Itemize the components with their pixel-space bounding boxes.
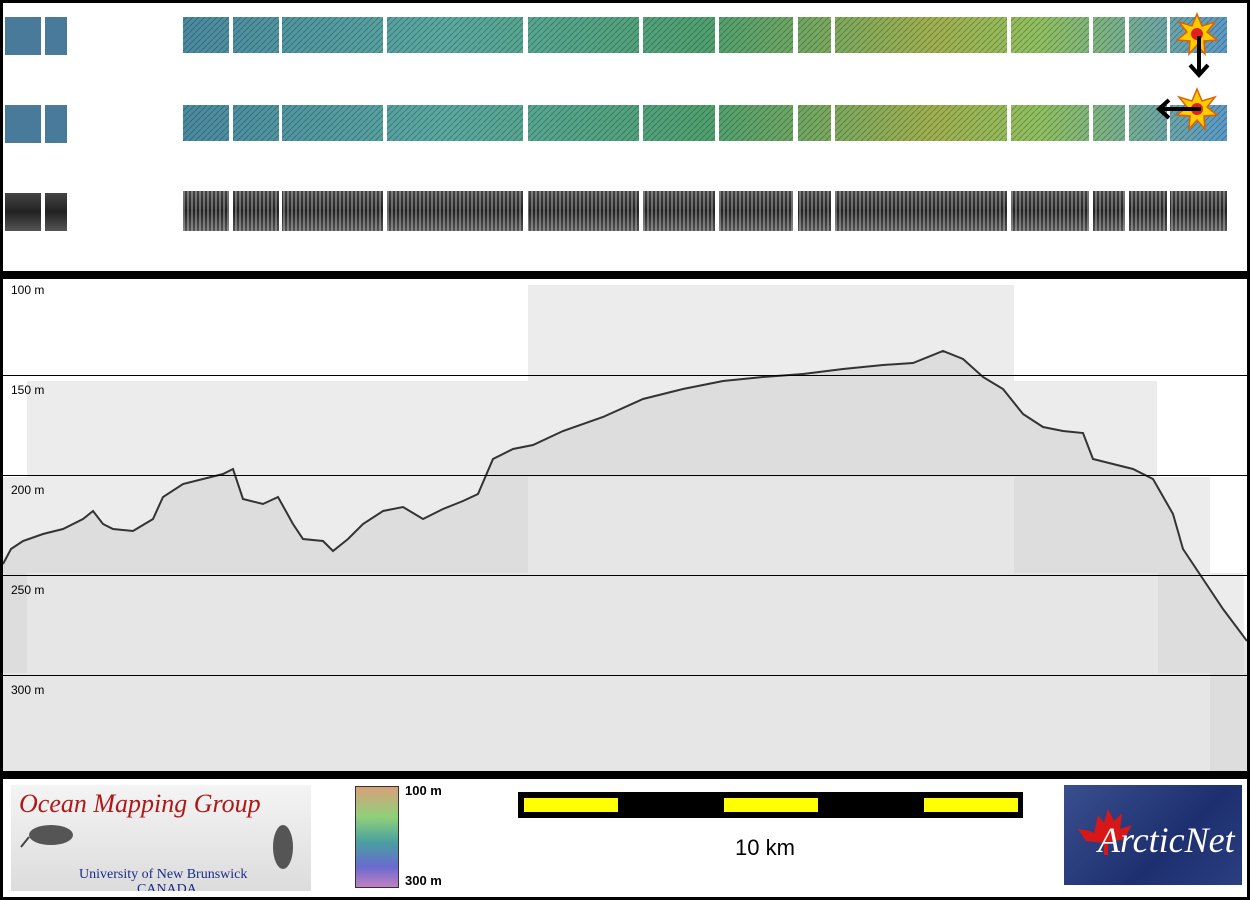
seafloor-illustration xyxy=(20,825,293,869)
colorbar-bottom-label: 300 m xyxy=(405,873,442,888)
ocean-mapping-country: CANADA xyxy=(137,882,197,891)
depth-label-150: 150 m xyxy=(11,383,45,397)
scale-segment xyxy=(924,798,1018,812)
scale-bar xyxy=(518,792,1023,818)
maple-leaf-icon xyxy=(1078,809,1132,855)
ocean-mapping-title: Ocean Mapping Group xyxy=(19,789,261,818)
profile-graphic xyxy=(3,285,1247,771)
colorbar-top-label: 100 m xyxy=(405,783,442,798)
mosaic-panel xyxy=(3,3,1247,271)
depth-gridline xyxy=(3,675,1247,676)
depth-colorbar xyxy=(355,786,399,888)
ocean-mapping-university: University of New Brunswick xyxy=(79,867,248,882)
ocean-mapping-group-logo: Ocean Mapping Group University of New Br… xyxy=(11,785,311,891)
depth-gridline xyxy=(3,475,1247,476)
mosaic-strips xyxy=(5,12,1227,237)
mosaic-row-3 xyxy=(5,191,1227,231)
depth-label-200: 200 m xyxy=(11,483,45,497)
depth-label-300: 300 m xyxy=(11,683,45,697)
depth-label-100: 100 m xyxy=(11,283,45,297)
arrow-left-icon xyxy=(1156,98,1201,120)
depth-gridline xyxy=(3,575,1247,576)
arrow-down-icon xyxy=(1188,36,1210,78)
scale-segment xyxy=(724,798,818,812)
scale-label: 10 km xyxy=(735,835,795,860)
depth-profile-panel: 100 m 150 m 200 m 250 m 300 m xyxy=(3,279,1247,771)
scale-segment xyxy=(524,798,618,812)
depth-label-250: 250 m xyxy=(11,583,45,597)
arcticnet-logo: ArcticNet xyxy=(1064,785,1242,885)
mosaic-row-2 xyxy=(5,105,1227,143)
depth-gridline xyxy=(3,375,1247,376)
arcticnet-text: ArcticNet xyxy=(1098,820,1235,860)
mosaic-row-1 xyxy=(5,17,1227,55)
legend-panel: Ocean Mapping Group University of New Br… xyxy=(3,779,1247,897)
